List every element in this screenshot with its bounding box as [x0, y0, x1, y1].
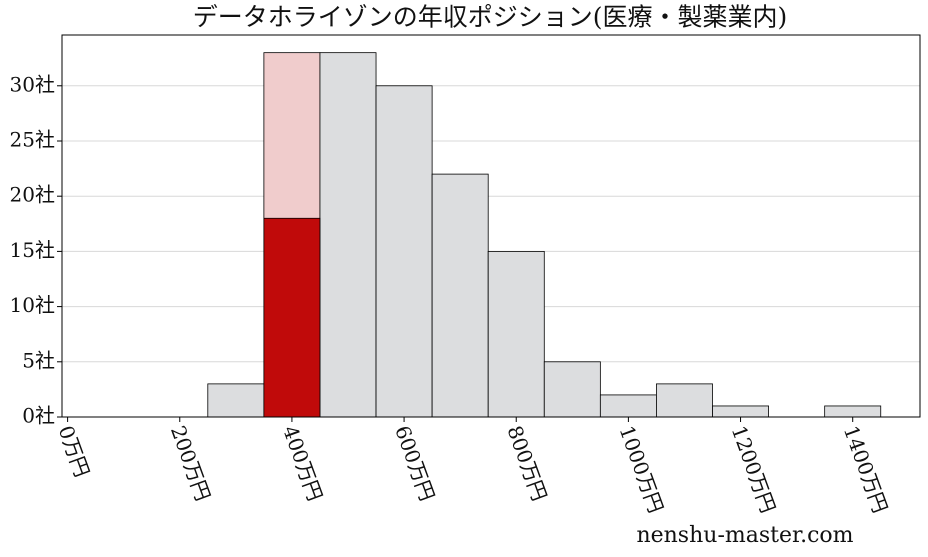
bar	[207, 383, 265, 418]
y-tick-label: 10社	[10, 293, 55, 317]
x-tick-label: 1400万円	[839, 422, 893, 516]
x-tick-label: 1200万円	[727, 422, 781, 516]
highlight-bar	[263, 217, 321, 418]
bar	[487, 250, 545, 418]
x-tick-label: 600万円	[390, 422, 439, 504]
x-tick-label: 400万円	[278, 422, 327, 504]
bar	[712, 405, 769, 418]
bar	[824, 405, 882, 418]
plot-frame	[61, 34, 921, 418]
y-tick-label: 30社	[10, 72, 55, 96]
x-tick-label: 1000万円	[615, 422, 669, 516]
bar	[319, 52, 377, 418]
y-tick-label: 5社	[22, 348, 55, 372]
y-tick-label: 25社	[10, 127, 55, 151]
y-tick-label: 20社	[10, 183, 55, 207]
watermark: nenshu-master.com	[636, 523, 853, 548]
bar	[431, 173, 489, 418]
x-tick-label: 0万円	[54, 422, 95, 480]
x-tick-label: 800万円	[502, 422, 551, 504]
bar	[599, 394, 657, 418]
bar	[656, 383, 713, 418]
bar	[375, 85, 433, 418]
y-tick-label: 0社	[22, 404, 55, 428]
x-tick-label: 200万円	[166, 422, 215, 504]
bar	[543, 361, 601, 418]
y-tick-label: 15社	[10, 238, 55, 262]
chart-title: データホライゾンの年収ポジション(医療・製薬業内)	[193, 3, 788, 32]
